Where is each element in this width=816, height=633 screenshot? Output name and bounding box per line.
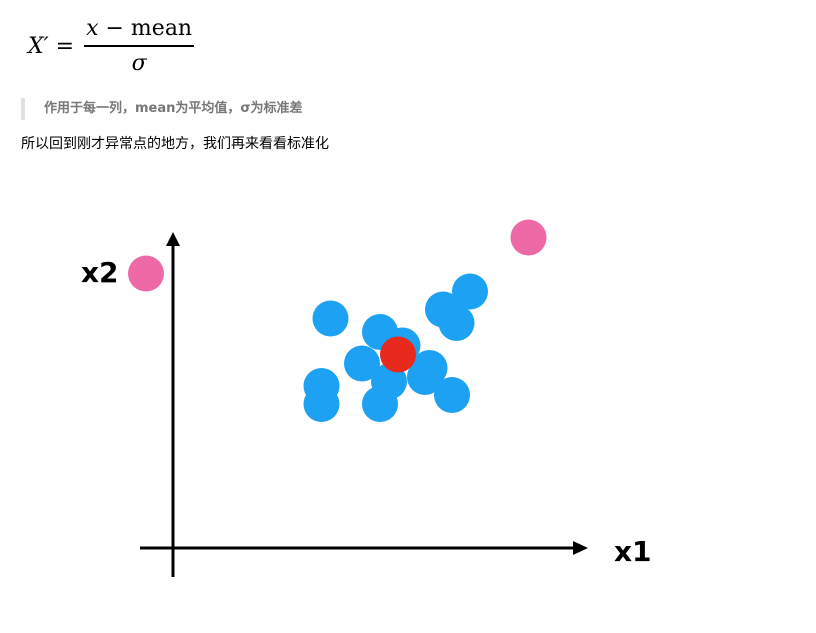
normal-point (438, 305, 475, 341)
formula-numerator-var: x (86, 16, 99, 42)
y-axis-label: x2 (81, 256, 119, 289)
formula-denominator: σ (131, 50, 147, 76)
paragraph-text: 所以回到刚才异常点的地方，我们再来看看标准化 (21, 136, 329, 152)
formula-fraction: x − mean σ (84, 16, 195, 76)
normal-point (407, 359, 443, 395)
points-layer (128, 219, 547, 422)
fraction-bar (84, 45, 195, 47)
blockquote-note: 作用于每一列，mean为平均值，σ为标准差 (21, 98, 303, 120)
formula-numerator-rest: − mean (98, 16, 193, 42)
outlier-point (128, 255, 164, 292)
normal-point (434, 377, 470, 413)
standardization-formula: X′ = x − mean σ (28, 14, 195, 78)
normal-point (303, 386, 340, 422)
x-axis-label: x1 (614, 535, 652, 568)
normal-point (344, 345, 380, 382)
formula-lhs: X′ = (28, 33, 75, 59)
center-point (380, 336, 416, 373)
formula-numerator: x − mean (84, 16, 194, 45)
x-axis-arrowhead (573, 541, 588, 555)
outlier-point (510, 219, 547, 256)
normal-point (452, 273, 488, 310)
y-axis-arrowhead (166, 232, 180, 246)
normal-point (362, 386, 398, 422)
normal-point (312, 300, 349, 337)
